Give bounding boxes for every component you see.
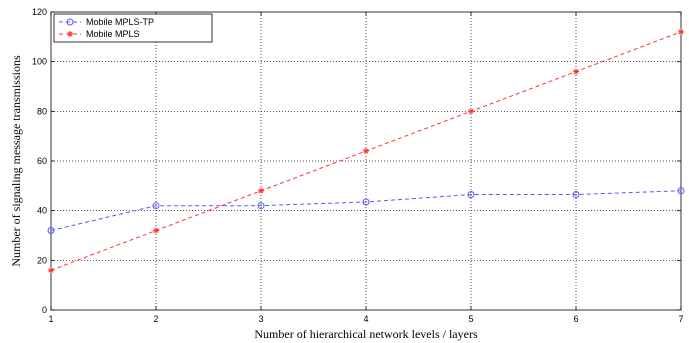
circle-marker <box>572 191 580 199</box>
x-tick-label: 6 <box>573 314 578 324</box>
circle-marker <box>677 187 685 195</box>
series-mobile-mpls <box>48 28 684 274</box>
circle-marker <box>362 198 370 206</box>
legend-label: Mobile MPLS-TP <box>86 17 154 27</box>
y-tick-label: 120 <box>32 7 47 17</box>
x-tick-label: 2 <box>153 314 158 324</box>
y-tick-label: 40 <box>37 206 47 216</box>
star-marker <box>258 187 264 194</box>
star-stroke <box>258 188 264 194</box>
star-stroke <box>153 228 159 233</box>
legend-box <box>53 13 213 43</box>
star-stroke <box>67 31 73 37</box>
star-stroke <box>678 29 684 35</box>
series-line <box>50 190 682 232</box>
x-tick-label: 5 <box>468 314 473 324</box>
circle-marker <box>257 202 265 210</box>
series-mobile-mpls-tp <box>47 187 685 235</box>
legend: Mobile MPLS-TP Mobile MPLS <box>53 13 213 43</box>
star-marker <box>48 267 54 274</box>
star-stroke <box>468 108 474 114</box>
circle-marker <box>66 18 74 26</box>
series-group <box>47 28 685 274</box>
axes: 1 2 3 4 5 6 7 0 20 40 60 80 100 120 <box>32 7 684 324</box>
star-marker <box>153 227 159 234</box>
star-stroke <box>573 69 579 75</box>
star-stroke <box>48 267 54 273</box>
star-marker <box>468 108 474 115</box>
x-tick-label: 7 <box>678 314 683 324</box>
y-tick-label: 80 <box>37 106 47 116</box>
x-tick-label: 3 <box>258 314 263 324</box>
y-tick-label: 100 <box>32 57 47 67</box>
x-tick-label: 4 <box>363 314 368 324</box>
star-marker <box>573 68 579 75</box>
x-axis-label: Number of hierarchical network levels / … <box>254 327 478 341</box>
star-marker <box>67 31 73 37</box>
star-stroke <box>363 148 369 154</box>
star-marker <box>678 28 684 35</box>
x-tick-label: 1 <box>48 314 53 324</box>
legend-entry: Mobile MPLS-TP <box>59 17 154 27</box>
star-marker <box>363 148 369 155</box>
grid <box>51 12 681 310</box>
y-axis-label: Number of signaling message transmission… <box>9 55 23 267</box>
y-tick-label: 20 <box>37 255 47 265</box>
legend-entry: Mobile MPLS <box>59 29 140 39</box>
y-tick-label: 0 <box>42 305 47 315</box>
circle-marker <box>467 191 475 199</box>
circle-marker <box>47 227 55 235</box>
circle-marker <box>152 202 160 210</box>
y-tick-label: 60 <box>37 156 47 166</box>
legend-label: Mobile MPLS <box>86 29 140 39</box>
